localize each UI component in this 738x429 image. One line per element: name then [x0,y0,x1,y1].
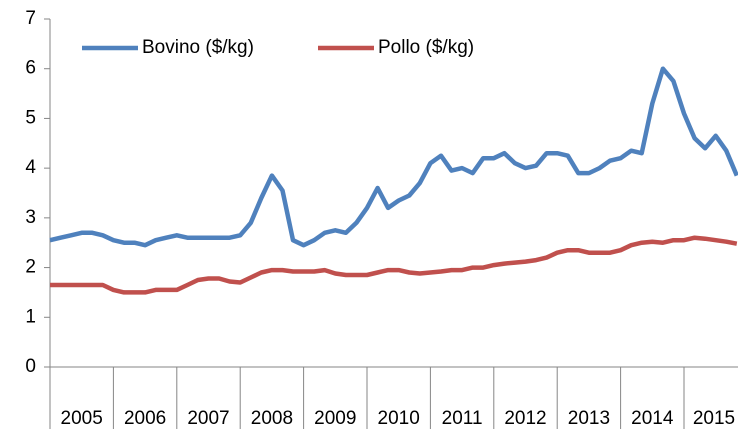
y-tick-label: 2 [25,257,36,278]
series-line [50,235,738,295]
x-tick-label: 2009 [314,408,356,429]
x-tick-label: 2014 [631,408,674,429]
y-tick-label: 6 [25,58,36,79]
legend-label: Pollo ($/kg) [378,37,474,58]
x-tick-label: 2012 [504,408,546,429]
x-tick-label: 2010 [378,408,420,429]
x-tick-label: 2011 [442,408,483,429]
y-tick-label: 5 [25,107,36,128]
x-tick-label: 2006 [124,408,166,429]
x-tick-label: 2007 [187,408,229,429]
y-tick-label: 0 [25,356,36,377]
y-tick-label: 7 [25,8,36,29]
x-tick-label: 2013 [568,408,610,429]
x-tick-label: 2015 [693,408,735,429]
x-tick-label: 2008 [251,408,293,429]
series-line [49,66,738,248]
y-tick-label: 3 [25,207,36,228]
x-tick-label: 2005 [61,408,103,429]
y-tick-label: 1 [25,306,36,327]
legend-label: Bovino ($/kg) [142,37,254,58]
y-tick-label: 4 [25,157,36,178]
